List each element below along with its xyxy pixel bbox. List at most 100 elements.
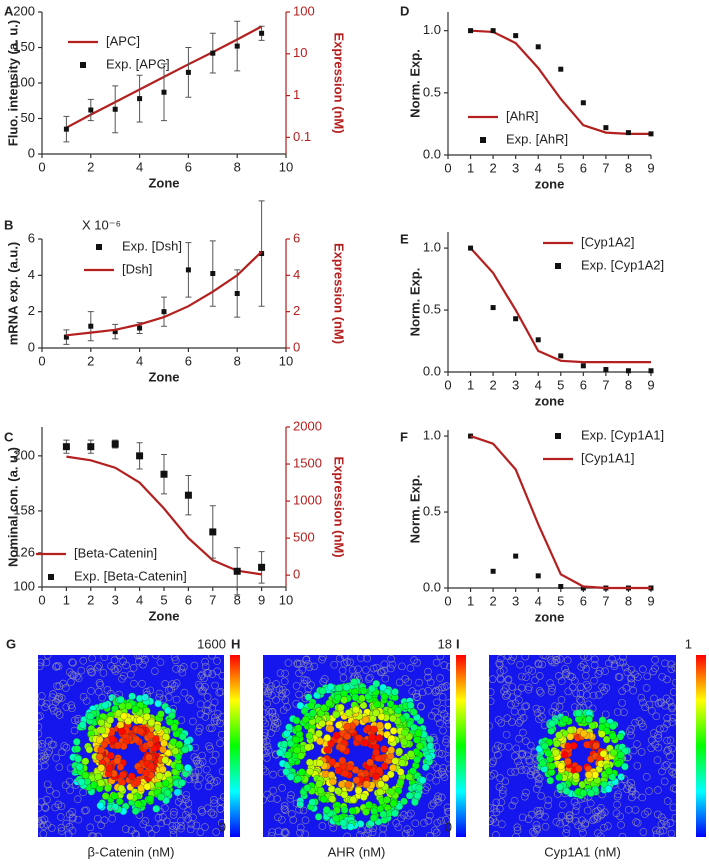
panel-label: D	[400, 3, 409, 18]
x-tick-label: 8	[625, 593, 632, 608]
cell-outline	[582, 691, 591, 699]
cell-outline	[519, 728, 527, 737]
cell-outline	[264, 746, 273, 754]
cell	[380, 692, 389, 701]
cell-outline	[489, 757, 498, 766]
cell	[564, 757, 572, 766]
cell-outline	[196, 774, 204, 783]
cell-outline	[557, 811, 566, 820]
cell-outline	[579, 655, 588, 660]
cell	[146, 795, 155, 803]
x-tick-label: 10	[279, 592, 293, 607]
cell	[322, 806, 331, 814]
cell-outline	[272, 696, 280, 704]
cell	[113, 756, 122, 765]
cell-outline	[410, 656, 418, 664]
cell-outline	[263, 687, 269, 695]
cell-outline	[276, 669, 285, 677]
cell-outline	[275, 685, 284, 694]
cell	[566, 732, 575, 741]
data-point	[558, 583, 564, 589]
data-point	[648, 131, 654, 137]
cell-outline	[497, 798, 506, 806]
data-point	[234, 43, 240, 49]
cell	[143, 782, 152, 791]
cell-outline	[43, 795, 51, 804]
cell-outline	[432, 686, 440, 695]
cell-outline	[512, 744, 521, 753]
cell	[409, 767, 417, 775]
cell-outline	[663, 736, 671, 745]
x-tick-label: 2	[489, 160, 496, 175]
cell-outline	[96, 681, 105, 689]
cell-outline	[522, 673, 530, 681]
cell-outline	[278, 815, 286, 824]
cell-outline	[489, 817, 495, 826]
cell-outline	[41, 803, 49, 811]
cell-outline	[157, 819, 166, 828]
cell	[314, 813, 323, 821]
cell-outline	[627, 731, 635, 740]
y-axis-label: Norm. Exp.	[407, 475, 422, 544]
cell-outline	[110, 665, 119, 673]
cell-outline	[593, 812, 602, 821]
cell-outline	[198, 751, 206, 760]
cell-outline	[663, 720, 671, 728]
cell-outline	[213, 717, 221, 725]
cell-outline	[425, 832, 434, 837]
cell-outline	[106, 690, 115, 698]
cell-outline	[555, 703, 564, 711]
cell	[585, 715, 593, 724]
cell-outline	[369, 664, 378, 673]
cell-outline	[278, 689, 286, 698]
cell	[98, 726, 107, 735]
cell	[162, 733, 170, 741]
cell-outline	[180, 688, 189, 697]
colorbar	[456, 655, 466, 837]
cell	[78, 721, 87, 729]
cell	[575, 764, 583, 773]
cell-outline	[161, 680, 169, 688]
cell-outline	[203, 693, 212, 701]
cell-outline	[155, 689, 164, 698]
cell-outline	[340, 659, 349, 668]
data-point	[259, 30, 265, 36]
cell-outline	[671, 813, 676, 822]
cell-outline	[662, 760, 671, 769]
cell-outline	[210, 717, 219, 726]
legend-swatch	[96, 244, 102, 250]
cell	[335, 684, 343, 692]
data-point	[490, 305, 496, 311]
cell	[328, 795, 336, 803]
cell-outline	[216, 688, 224, 696]
cell-outline	[278, 784, 286, 792]
cell-outline	[178, 668, 187, 677]
y-tick-label: 0.5	[423, 301, 441, 316]
data-point	[580, 585, 586, 591]
cell-outline	[263, 677, 271, 685]
cell-outline	[283, 703, 291, 711]
cell	[74, 755, 82, 763]
data-point	[259, 251, 265, 257]
x-tick-label: 6	[580, 377, 587, 392]
cell-outline	[190, 772, 199, 781]
cell-outline	[538, 660, 546, 669]
cell-outline	[583, 655, 592, 661]
cell-outline	[442, 738, 450, 747]
cell	[617, 751, 625, 759]
cell-outline	[295, 805, 303, 814]
cell-outline	[38, 752, 45, 761]
cell-outline	[513, 688, 522, 697]
cell-outline	[134, 655, 142, 660]
cell-outline	[66, 764, 75, 772]
cell-outline	[579, 660, 588, 669]
x-tick-label: 8	[234, 353, 241, 368]
cell-outline	[584, 682, 592, 691]
cell-outline	[521, 655, 529, 661]
x-tick-label: 4	[535, 593, 542, 608]
cell-outline	[428, 801, 436, 810]
cell	[305, 732, 314, 740]
x-tick-label: 0	[38, 159, 45, 174]
cell-outline	[74, 815, 83, 824]
cell	[340, 806, 349, 814]
